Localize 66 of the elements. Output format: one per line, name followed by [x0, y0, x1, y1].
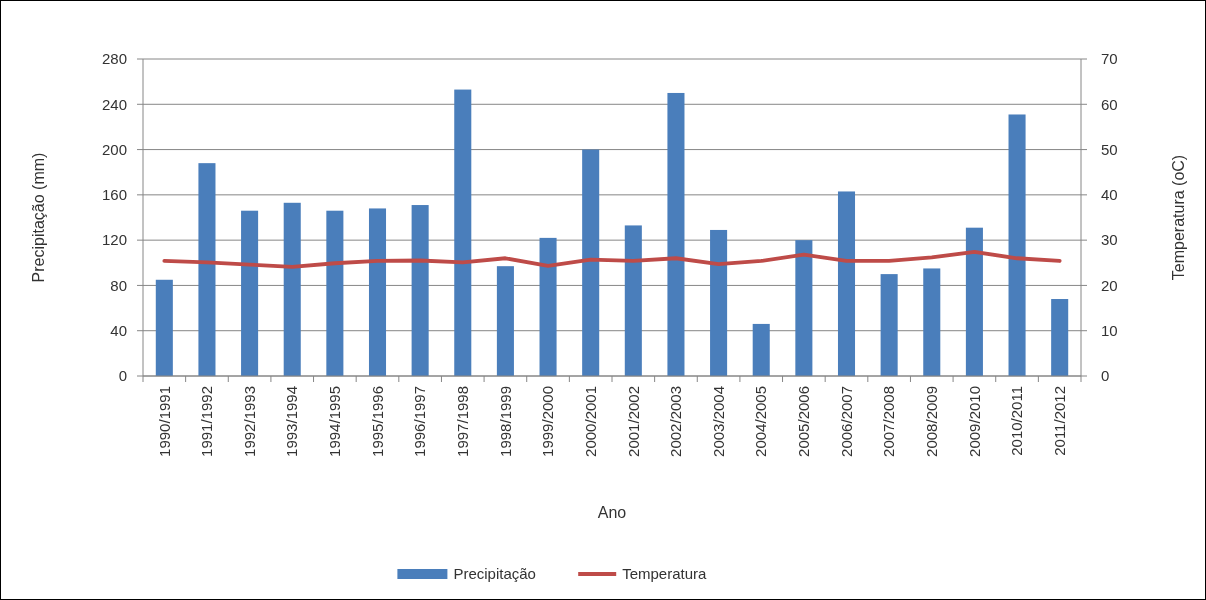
y-tick-label: 200 — [101, 140, 127, 158]
x-tick-label: 2001/2002 — [624, 386, 642, 457]
x-tick-label: 1999/2000 — [539, 386, 557, 457]
bar — [496, 266, 514, 376]
bar — [539, 237, 557, 376]
bar — [1051, 299, 1069, 376]
x-tick-label: 2000/2001 — [581, 386, 599, 457]
x-tick-label: 1992/1993 — [240, 386, 258, 457]
y-tick-label: 160 — [101, 186, 127, 204]
bar — [710, 229, 728, 376]
x-tick-label: 1991/1992 — [198, 386, 216, 457]
x-tick-label: 1994/1995 — [326, 386, 344, 457]
bar — [965, 227, 983, 376]
y-tick-label: 240 — [101, 95, 127, 113]
y2-tick-label: 20 — [1101, 276, 1118, 294]
y2-tick-label: 50 — [1101, 140, 1118, 158]
y-tick-label: 80 — [110, 276, 127, 294]
bar — [283, 202, 301, 376]
x-tick-label: 2006/2007 — [837, 386, 855, 457]
x-tick-label: 2004/2005 — [752, 386, 770, 457]
x-tick-label: 2007/2008 — [880, 386, 898, 457]
bar — [752, 323, 770, 376]
bar — [1008, 114, 1026, 376]
legend-label: Temperatura — [622, 565, 708, 583]
y-tick-label: 280 — [101, 50, 127, 68]
x-tick-label: 1996/1997 — [411, 386, 429, 457]
y2-tick-label: 70 — [1101, 50, 1118, 68]
x-tick-label: 2003/2004 — [709, 386, 727, 457]
y-tick-label: 120 — [101, 231, 127, 249]
y2-tick-label: 60 — [1101, 95, 1118, 113]
bar — [454, 89, 472, 376]
bar — [368, 208, 387, 376]
bar — [241, 210, 259, 376]
y2-tick-label: 30 — [1101, 231, 1118, 249]
y2-tick-label: 0 — [1101, 367, 1110, 385]
x-tick-label: 1995/1996 — [368, 386, 386, 457]
bar — [667, 92, 685, 376]
line-series — [162, 250, 1062, 269]
x-tick-label: 1990/1991 — [155, 386, 173, 457]
y-tick-label: 0 — [118, 367, 127, 385]
x-axis-title: Ano — [597, 504, 627, 521]
y-tick-label: 40 — [110, 321, 127, 339]
x-tick-label: 2002/2003 — [667, 386, 685, 457]
bar — [837, 191, 856, 376]
x-tick-label: 1998/1999 — [496, 386, 514, 457]
x-tick-label: 1997/1998 — [454, 386, 472, 457]
bar — [624, 225, 642, 376]
x-tick-label: 2011/2012 — [1050, 386, 1068, 456]
x-tick-label: 2009/2010 — [965, 386, 983, 457]
y2-tick-label: 10 — [1101, 321, 1118, 339]
y2-tick-label: 40 — [1101, 186, 1118, 204]
bar — [411, 205, 429, 376]
bar — [582, 149, 600, 376]
y-axis-title: Precipitação (mm) — [30, 152, 47, 283]
bar — [198, 163, 216, 376]
x-tick-label: 2005/2006 — [795, 386, 813, 457]
y2-axis-title: Temperatura (oC) — [1170, 154, 1187, 281]
x-tick-label: 2010/2011 — [1008, 386, 1026, 456]
bar — [326, 210, 344, 376]
bar — [880, 274, 898, 376]
bar — [923, 268, 941, 376]
x-tick-label: 2008/2009 — [923, 386, 941, 457]
bar — [795, 240, 813, 376]
x-tick-label: 1993/1994 — [283, 386, 301, 457]
legend-label: Precipitação — [453, 565, 536, 583]
bar — [155, 279, 173, 376]
